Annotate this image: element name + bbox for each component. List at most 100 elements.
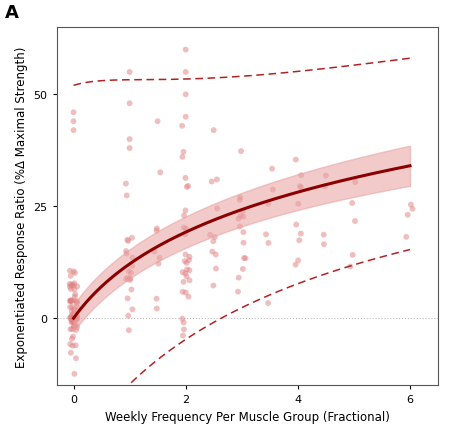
Point [182, 69, 189, 76]
Point [210, 283, 217, 290]
Point [71, 286, 78, 293]
Point [67, 298, 74, 305]
Point [240, 229, 247, 236]
Point [292, 261, 299, 268]
Point [235, 275, 242, 282]
X-axis label: Weekly Frequency Per Muscle Group (Fractional): Weekly Frequency Per Muscle Group (Fract… [105, 410, 390, 423]
Point [182, 208, 189, 215]
Point [210, 127, 217, 134]
Point [70, 318, 77, 325]
Point [67, 304, 74, 311]
Point [68, 304, 76, 311]
Point [210, 238, 217, 245]
Point [125, 238, 132, 245]
Point [155, 261, 162, 268]
Point [322, 173, 329, 180]
Point [157, 170, 164, 177]
Point [156, 255, 163, 262]
Point [348, 200, 356, 207]
Point [234, 289, 241, 296]
Point [129, 306, 136, 313]
Point [186, 267, 193, 274]
Point [320, 232, 328, 239]
Point [151, 248, 158, 255]
Point [153, 305, 160, 312]
Point [67, 350, 74, 357]
Point [242, 255, 249, 262]
Point [185, 293, 192, 300]
Point [73, 315, 80, 322]
Point [179, 315, 186, 322]
Point [239, 208, 246, 215]
Point [182, 231, 189, 238]
Point [73, 298, 80, 305]
Point [71, 280, 78, 287]
Point [407, 201, 414, 208]
Point [265, 201, 272, 208]
Point [182, 114, 189, 121]
Point [183, 273, 190, 280]
Point [70, 127, 77, 134]
Point [67, 298, 74, 305]
Point [207, 232, 214, 239]
Point [153, 296, 160, 303]
Point [182, 290, 189, 297]
Point [237, 213, 244, 220]
Point [126, 69, 133, 76]
Point [128, 235, 135, 242]
Point [72, 291, 79, 298]
Point [71, 306, 78, 313]
Point [124, 275, 131, 282]
Text: A: A [5, 4, 19, 22]
Point [182, 175, 189, 182]
Point [153, 226, 160, 233]
Point [67, 297, 74, 304]
Point [70, 110, 77, 117]
Point [182, 47, 189, 54]
Point [212, 265, 220, 272]
Point [293, 222, 300, 229]
Point [72, 322, 79, 329]
Point [182, 92, 189, 99]
Point [213, 205, 221, 212]
Point [262, 231, 270, 238]
Point [66, 281, 73, 288]
Point [403, 234, 410, 241]
Point [68, 311, 76, 318]
Point [67, 298, 75, 305]
Point [69, 319, 77, 326]
Point [241, 255, 248, 262]
Point [124, 237, 131, 244]
Point [70, 297, 77, 304]
Point [67, 286, 75, 293]
Point [295, 201, 302, 208]
Point [178, 123, 186, 130]
Point [126, 145, 133, 152]
Point [127, 276, 134, 283]
Point [71, 307, 78, 314]
Point [67, 297, 75, 304]
Point [125, 268, 132, 275]
Point [68, 308, 76, 315]
Point [72, 342, 79, 349]
Point [73, 283, 81, 290]
Point [67, 273, 74, 280]
Point [239, 266, 246, 273]
Point [71, 323, 78, 330]
Point [72, 318, 79, 325]
Point [154, 118, 161, 125]
Point [66, 314, 73, 321]
Point [320, 241, 328, 248]
Point [67, 282, 75, 289]
Point [126, 277, 134, 284]
Point [72, 355, 80, 362]
Point [153, 228, 160, 235]
Point [349, 252, 357, 259]
Point [236, 194, 244, 201]
Point [186, 254, 193, 261]
Point [70, 118, 77, 125]
Point [269, 166, 276, 173]
Point [129, 263, 136, 270]
Point [73, 324, 81, 331]
Point [180, 319, 187, 326]
